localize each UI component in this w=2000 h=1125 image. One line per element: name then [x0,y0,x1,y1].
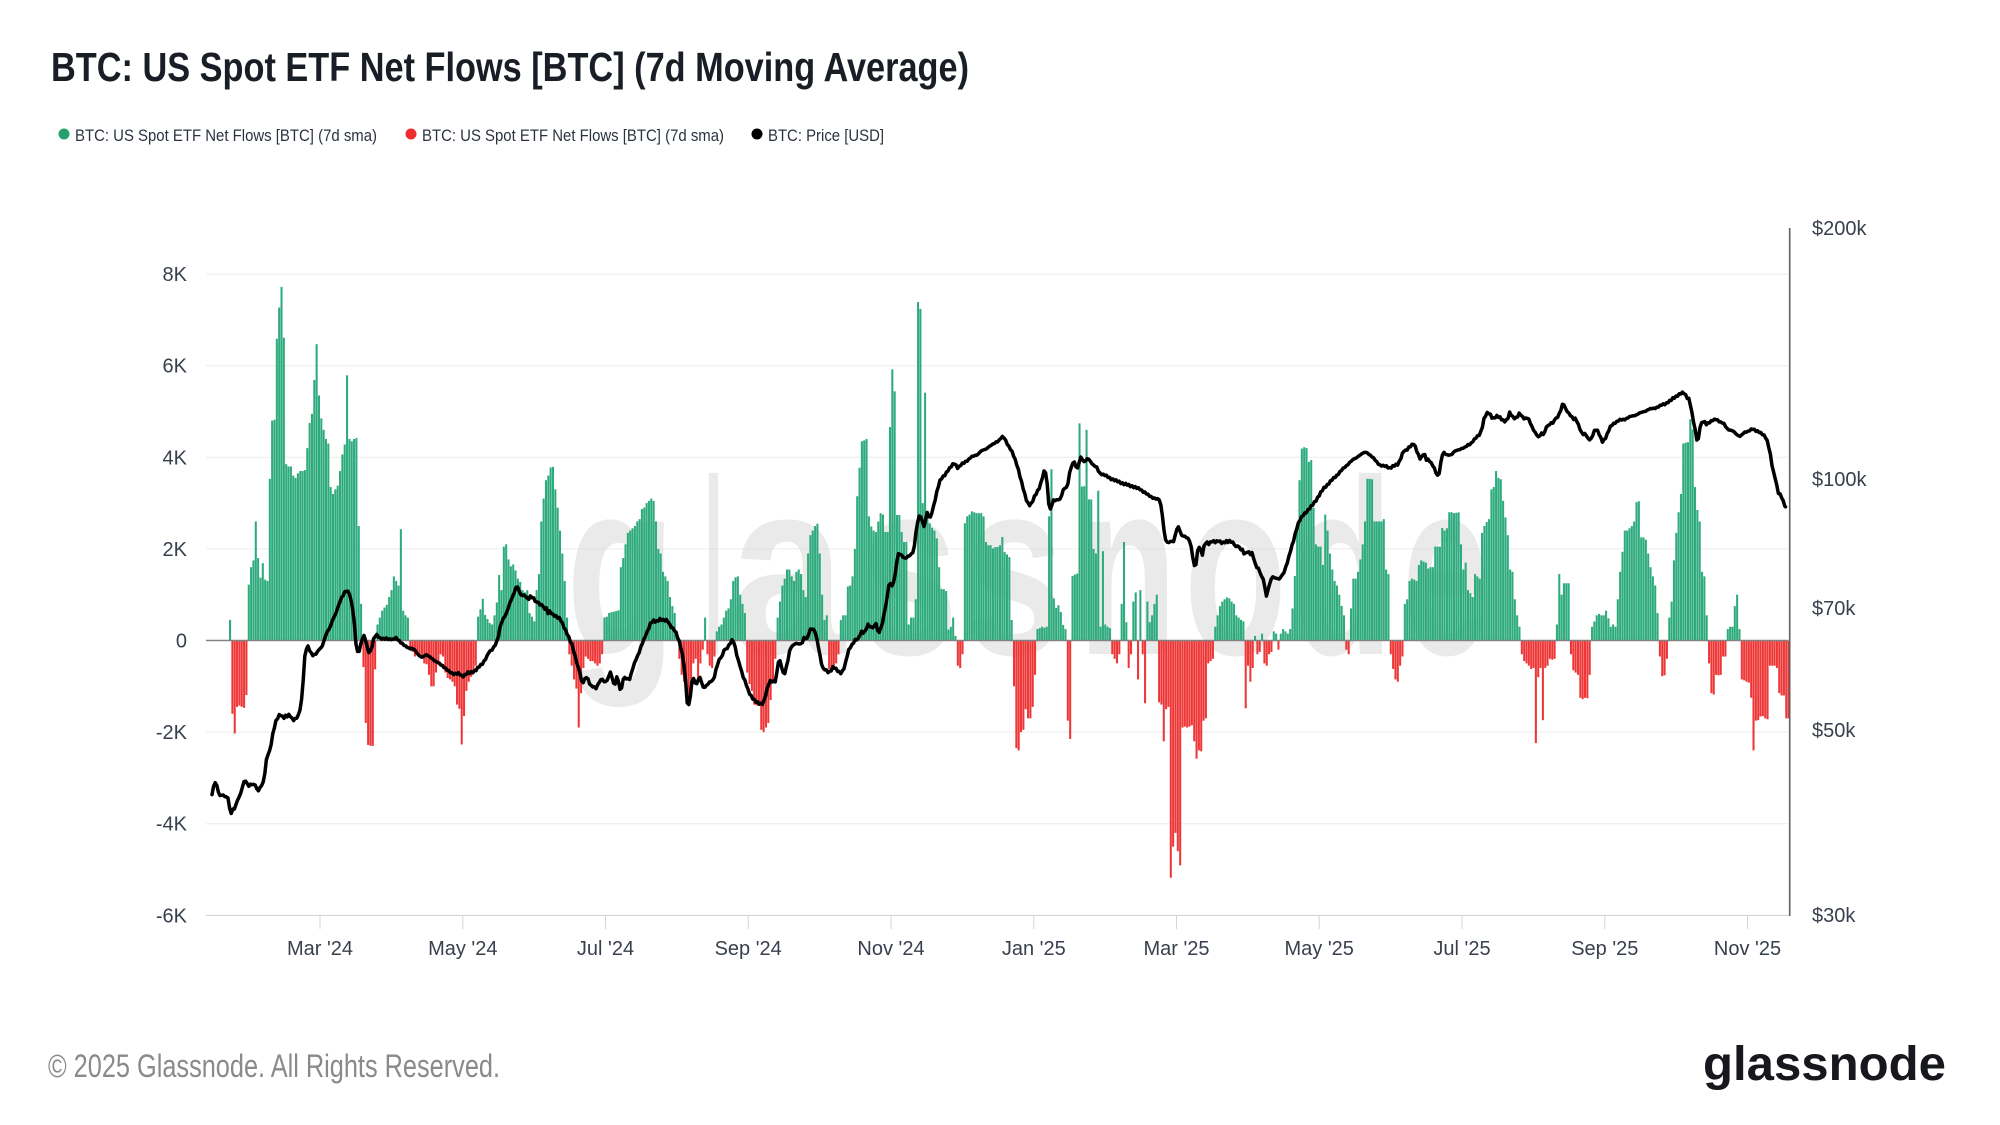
svg-text:8K: 8K [163,264,188,286]
svg-text:$30k: $30k [1812,905,1856,927]
svg-text:l: l [704,428,723,707]
svg-text:4K: 4K [163,447,188,469]
svg-text:2K: 2K [163,539,188,561]
svg-text:Sep '24: Sep '24 [715,938,782,960]
svg-text:-4K: -4K [156,814,188,836]
svg-text:Nov '24: Nov '24 [857,938,924,960]
svg-text:Jan '25: Jan '25 [1002,938,1066,960]
svg-text:Jul '24: Jul '24 [577,938,634,960]
svg-text:May '24: May '24 [428,938,497,960]
svg-text:s: s [860,428,958,707]
svg-text:-2K: -2K [156,722,188,744]
svg-text:© 2025 Glassnode. All Rights R: © 2025 Glassnode. All Rights Reserved. [48,1048,500,1084]
svg-text:$200k: $200k [1812,218,1867,240]
svg-text:$70k: $70k [1812,598,1856,620]
svg-text:Jul '25: Jul '25 [1433,938,1490,960]
svg-text:0: 0 [176,631,187,653]
svg-text:$100k: $100k [1812,469,1867,491]
svg-text:BTC: US Spot ETF Net Flows [BT: BTC: US Spot ETF Net Flows [BTC] (7d sma… [75,126,377,145]
svg-text:Mar '25: Mar '25 [1143,938,1209,960]
svg-text:Mar '24: Mar '24 [287,938,353,960]
svg-text:-6K: -6K [156,905,188,927]
svg-text:$50k: $50k [1812,720,1856,742]
svg-text:6K: 6K [163,356,188,378]
svg-text:May '25: May '25 [1284,938,1353,960]
svg-text:Sep '25: Sep '25 [1571,938,1638,960]
svg-text:BTC: Price [USD]: BTC: Price [USD] [768,126,884,145]
svg-text:BTC: US Spot ETF Net Flows [BT: BTC: US Spot ETF Net Flows [BTC] (7d Mov… [51,44,969,90]
svg-text:BTC: US Spot ETF Net Flows [BT: BTC: US Spot ETF Net Flows [BTC] (7d sma… [422,126,724,145]
svg-text:Nov '25: Nov '25 [1714,938,1781,960]
svg-text:glassnode: glassnode [1703,1038,1946,1091]
